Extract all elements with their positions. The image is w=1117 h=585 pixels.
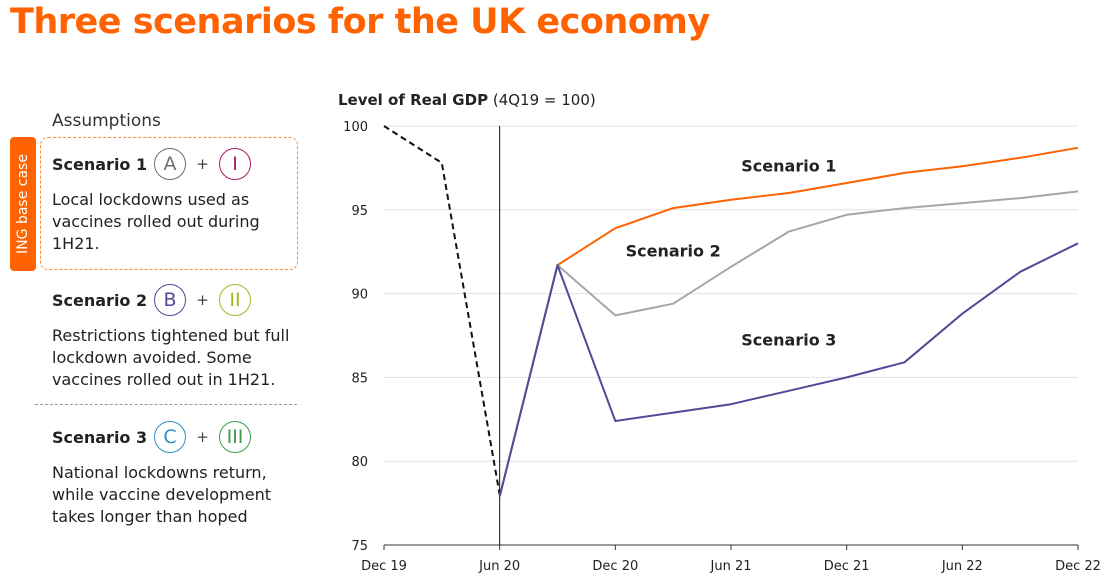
y-tick-label: 75 [351,539,368,554]
x-tick-label: Dec 21 [824,559,870,574]
scenario-3-desc-line: while vaccine development [52,485,271,504]
scenario-3-label: Scenario 3 [741,331,836,350]
scenario-2-badge-a: B [154,284,186,316]
x-tick-label: Dec 19 [361,559,407,574]
scenario-2-line [498,190,1079,497]
scenario-3-header: Scenario 3 C + III [52,419,271,455]
x-tick-label: Dec 20 [592,559,638,574]
scenario-1-desc-line: vaccines rolled out during [52,212,260,231]
x-tick-label: Jun 21 [710,559,752,574]
base-case-box [40,137,298,270]
scenario-1-desc-line: Local lockdowns used as [52,190,250,209]
scenario-2-description: Restrictions tightened but full lockdown… [52,325,289,391]
scenario-3-description: National lockdowns return, while vaccine… [52,462,271,528]
scenario-divider [35,404,297,405]
chart-title-main: Level of Real GDP [338,91,489,109]
scenario-2-label: Scenario 2 [626,242,721,261]
x-tick-label: Jun 20 [478,559,520,574]
scenario-3-name: Scenario 3 [52,427,148,447]
scenario-1-card: Scenario 1 A + I Local lockdowns used as… [52,146,260,255]
scenario-2-desc-line: Restrictions tightened but full [52,326,290,345]
scenario-3-badge-a: C [154,421,186,453]
chart-axes: 75 80 85 90 95 100 Dec 19 Jun 20 Dec 20 Jun 21 Dec… [343,120,1101,574]
scenario-1-label: Scenario 1 [741,156,836,175]
scenario-2-card: Scenario 2 B + II Restrictions tightened… [52,282,289,391]
historical-dashed-line [383,125,501,495]
assumptions-heading: Assumptions [52,111,161,131]
chart-title: Level of Real GDP (4Q19 = 100) [338,91,596,109]
scenario-1-description: Local lockdowns used as vaccines rolled … [52,189,260,255]
scenario-3-badge-b: III [219,421,251,453]
scenario-2-desc-line: vaccines rolled out in 1H21. [52,370,276,389]
scenario-3-plus: + [196,428,209,446]
scenario-1-badge-b: I [219,148,251,180]
scenario-1-desc-line: 1H21. [52,234,100,253]
scenario-2-name: Scenario 2 [52,290,148,310]
scenario-1-line [498,146,1079,497]
chart-labels: Scenario 1 Scenario 2 Scenario 3 [626,156,837,349]
chart-series [383,125,1079,497]
scenario-1-badge-a: A [154,148,186,180]
y-tick-label: 85 [351,371,368,386]
scenario-3-desc-line: takes longer than hoped [52,507,248,526]
page-title: Three scenarios for the UK economy [10,2,710,42]
scenario-1-plus: + [196,155,209,173]
y-tick-label: 100 [343,120,368,135]
scenario-1-name: Scenario 1 [52,154,148,174]
scenario-3-line [498,242,1079,497]
y-tick-label: 90 [351,288,368,303]
scenario-2-badge-b: II [219,284,251,316]
base-case-tag: ING base case [10,137,36,271]
scenario-2-plus: + [196,291,209,309]
chart-subtitle: (4Q19 = 100) [492,91,596,109]
x-tick-label: Dec 22 [1055,559,1101,574]
scenario-3-desc-line: National lockdowns return, [52,463,267,482]
scenario-3-card: Scenario 3 C + III National lockdowns re… [52,419,271,528]
scenario-2-header: Scenario 2 B + II [52,282,289,318]
x-tick-label: Jun 22 [941,559,983,574]
y-tick-label: 95 [351,204,368,219]
y-tick-label: 80 [351,455,368,470]
scenario-2-desc-line: lockdown avoided. Some [52,348,252,367]
chart-gridlines [384,125,1078,462]
scenario-1-header: Scenario 1 A + I [52,146,260,182]
